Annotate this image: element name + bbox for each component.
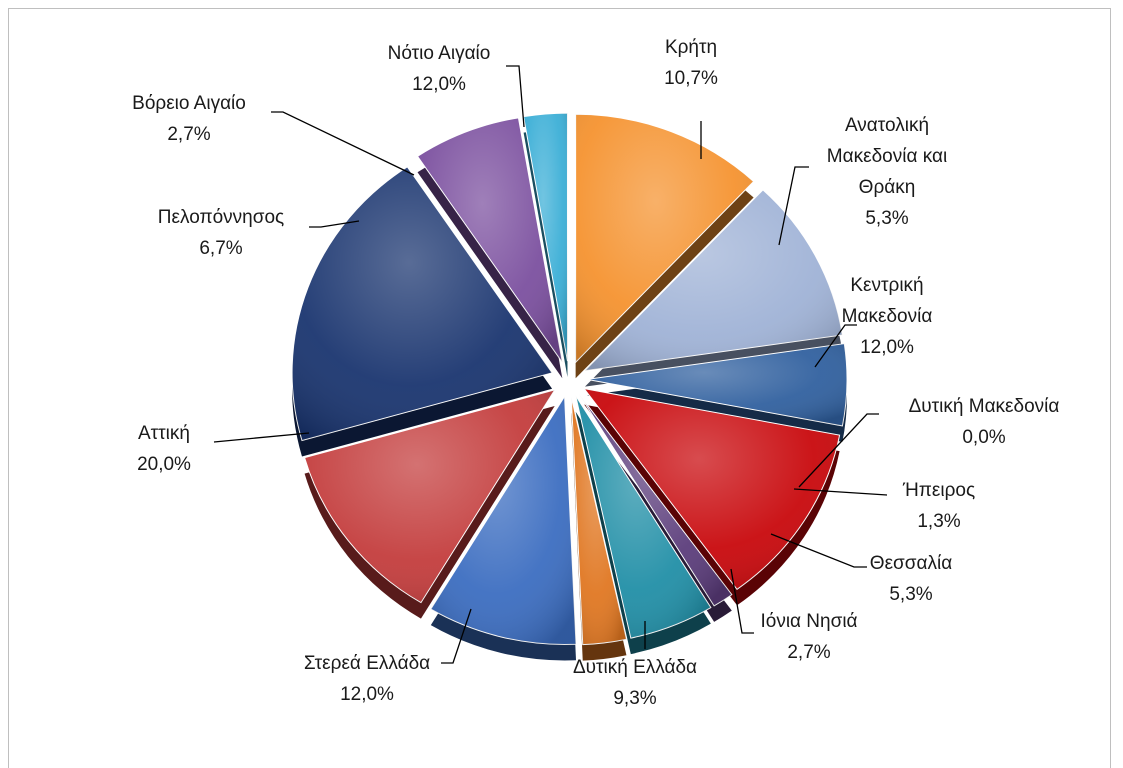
- slice-label-1: Κρήτη 10,7%: [664, 37, 718, 89]
- slice-percent-4: 0,0%: [962, 427, 1005, 448]
- slice-percent-8: 9,3%: [613, 688, 656, 709]
- slice-name-5: Ήπειρος: [902, 480, 975, 501]
- slice-name-4: Δυτική Μακεδονία: [909, 396, 1060, 417]
- slice-percent-6: 5,3%: [889, 584, 932, 605]
- pie-slice-gloss-10: [292, 166, 553, 441]
- slice-percent-9: 12,0%: [340, 684, 394, 705]
- chart-frame: Νότιο Αιγαίο 12,0% Κρήτη 10,7% Ανατολική Μακε…: [8, 8, 1111, 768]
- slice-name-12: Βόρειο Αιγαίο: [132, 93, 246, 114]
- leader-line-3: [814, 324, 857, 368]
- leader-line-7: [730, 568, 754, 634]
- slice-name-3: Κεντρική: [850, 275, 923, 296]
- slice-label-10: Αττική 20,0%: [137, 423, 191, 475]
- leader-line-2: [778, 166, 809, 246]
- slice-label-0: Νότιο Αιγαίο 12,0%: [388, 43, 491, 95]
- slice-percent-3: 12,0%: [860, 337, 914, 358]
- slice-percent-1: 10,7%: [664, 68, 718, 89]
- slice-name-7: Ιόνια Νησιά: [760, 611, 857, 632]
- slice-label-12: Βόρειο Αιγαίο 2,7%: [132, 93, 246, 145]
- pie-slice-gloss-11: [417, 117, 563, 363]
- slice-percent-0: 12,0%: [412, 74, 466, 95]
- slice-name-3: Μακεδονία: [842, 306, 933, 327]
- slice-name-11: Πελοπόννησος: [158, 207, 284, 228]
- slice-name-1: Κρήτη: [665, 37, 717, 58]
- slice-name-9: Στερεά Ελλάδα: [304, 653, 430, 674]
- slice-label-11: Πελοπόννησος 6,7%: [158, 207, 284, 259]
- slice-percent-12: 2,7%: [167, 124, 210, 145]
- pie-slice-gloss-12: [523, 113, 568, 362]
- pie-slice-gloss-2: [586, 343, 847, 426]
- slice-name-10: Αττική: [138, 423, 190, 444]
- slice-name-0: Νότιο Αιγαίο: [388, 43, 491, 64]
- pie-slice-gloss-0: [575, 114, 754, 363]
- slice-label-5: Ήπειρος 1,3%: [902, 480, 975, 532]
- pie-chart: Νότιο Αιγαίο 12,0% Κρήτη 10,7% Ανατολική Μακε…: [132, 37, 1060, 709]
- leader-line-10: [213, 432, 310, 443]
- leader-line-6: [770, 533, 867, 568]
- slice-percent-2: 5,3%: [865, 208, 908, 229]
- slice-name-2: Ανατολική: [845, 115, 929, 136]
- pie-slice-gloss-9: [304, 389, 555, 603]
- slice-label-6: Θεσσαλία 5,3%: [870, 553, 952, 605]
- leader-line-9: [441, 608, 472, 664]
- pie-slice-gloss-7: [571, 396, 627, 645]
- slice-percent-5: 1,3%: [917, 511, 960, 532]
- leader-line-0: [506, 65, 525, 128]
- slice-label-8: Δυτική Ελλάδα 9,3%: [573, 657, 697, 709]
- slice-name-2: Θράκη: [859, 177, 916, 198]
- pie-slice-gloss-6: [575, 395, 711, 639]
- slice-name-8: Δυτική Ελλάδα: [573, 657, 697, 678]
- pie-slice-gloss-8: [430, 396, 577, 645]
- slice-percent-7: 2,7%: [787, 642, 830, 663]
- leader-line-5: [793, 488, 888, 496]
- leader-line-11: [309, 220, 360, 228]
- leader-line-12: [271, 111, 415, 176]
- pie-slice-gloss-1: [584, 189, 843, 371]
- slice-label-4: Δυτική Μακεδονία 0,0%: [909, 396, 1060, 448]
- pie-slice-gloss-5: [578, 393, 732, 606]
- slice-name-6: Θεσσαλία: [870, 553, 952, 574]
- slice-percent-11: 6,7%: [199, 238, 242, 259]
- slice-percent-10: 20,0%: [137, 454, 191, 475]
- leader-line-4: [798, 413, 879, 488]
- slice-label-3: Κεντρική Μακεδονία 12,0%: [842, 275, 933, 358]
- pie-slice-gloss-3: [584, 388, 840, 590]
- slice-label-9: Στερεά Ελλάδα 12,0%: [304, 653, 430, 705]
- slice-label-7: Ιόνια Νησιά 2,7%: [760, 611, 857, 663]
- slice-label-2: Ανατολική Μακεδονία και Θράκη 5,3%: [827, 115, 947, 229]
- slice-name-2: Μακεδονία και: [827, 146, 947, 167]
